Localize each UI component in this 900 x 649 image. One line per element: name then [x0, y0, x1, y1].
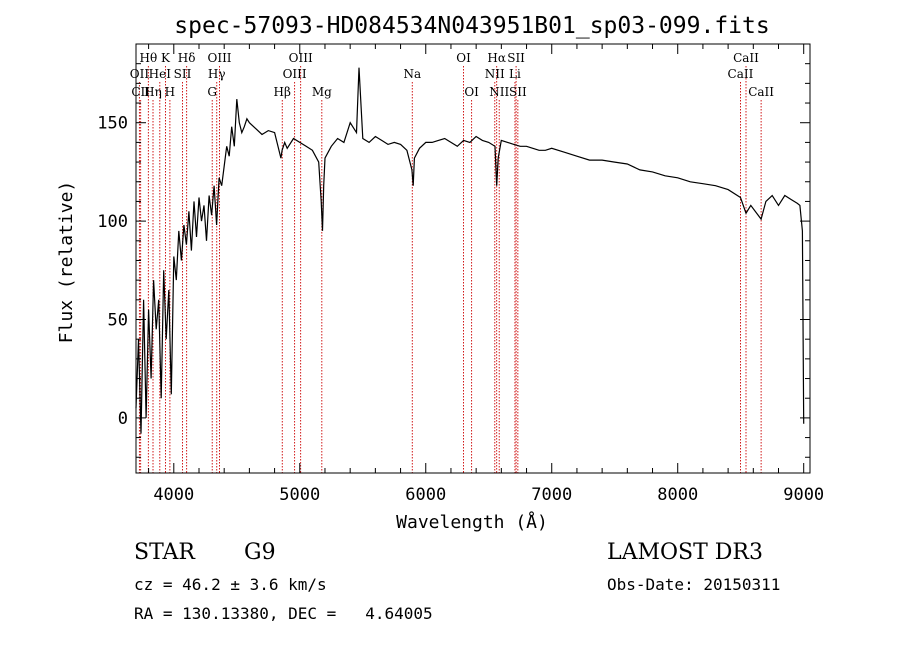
- marker-label-23: Li: [509, 67, 521, 81]
- x-tick-label-4: 8000: [657, 485, 698, 505]
- marker-label-27: CaII: [748, 85, 774, 99]
- marker-label-15: Mg: [312, 85, 332, 99]
- marker-label-11: G: [207, 85, 217, 99]
- y-tick-label-3: 150: [97, 114, 128, 134]
- marker-label-10: Hγ: [208, 67, 226, 81]
- marker-label-9: OIII: [207, 51, 231, 65]
- marker-label-8: SII: [174, 67, 192, 81]
- marker-label-24: SII: [509, 85, 527, 99]
- marker-label-19: Hα: [487, 51, 506, 65]
- coordinates: RA = 130.13380, DEC = 4.64005: [134, 604, 433, 623]
- x-axis-label: Wavelength (Å): [396, 511, 548, 533]
- x-tick-label-1: 5000: [279, 485, 320, 505]
- marker-label-20: NII: [485, 67, 505, 81]
- x-tick-label-3: 7000: [531, 485, 572, 505]
- x-axis-ticks: 4000 5000 6000 7000 8000 9000: [148, 44, 824, 505]
- y-tick-label-1: 50: [108, 311, 128, 331]
- survey-name: LAMOST DR3: [607, 540, 763, 565]
- redshift-readout: cz = 46.2 ± 3.6 km/s: [134, 575, 327, 594]
- marker-label-3: K: [161, 51, 171, 65]
- marker-label-21: NII: [489, 85, 509, 99]
- x-tick-label-0: 4000: [153, 485, 194, 505]
- plot-frame: [135, 43, 811, 474]
- marker-label-13: OIII: [283, 67, 307, 81]
- marker-label-18: OI: [464, 85, 479, 99]
- marker-label-7: Hδ: [178, 51, 196, 65]
- marker-label-25: CaII: [733, 51, 759, 65]
- marker-label-17: OI: [456, 51, 471, 65]
- marker-label-26: CaII: [728, 67, 754, 81]
- chart-title: spec-57093-HD084534N043951B01_sp03-099.f…: [174, 13, 769, 39]
- spectral-line-markers: [138, 66, 762, 473]
- marker-label-14: Hβ: [274, 85, 291, 99]
- y-tick-label-2: 100: [97, 212, 128, 232]
- marker-label-0: Hθ: [139, 51, 157, 65]
- obs-date: Obs-Date: 20150311: [607, 575, 781, 594]
- marker-label-5: Hη: [144, 85, 162, 99]
- marker-label-12: OIII: [289, 51, 313, 65]
- marker-label-1: OII: [130, 67, 150, 81]
- spectrum-line: [135, 67, 805, 434]
- marker-label-6: H: [165, 85, 175, 99]
- marker-label-4: HeI: [149, 67, 172, 81]
- object-subclass: G9: [244, 540, 276, 565]
- x-tick-label-5: 9000: [783, 485, 824, 505]
- y-axis-ticks: 0 50 100 150: [97, 63, 810, 458]
- y-tick-label-0: 0: [118, 409, 128, 429]
- marker-label-16: Na: [403, 67, 421, 81]
- x-tick-label-2: 6000: [405, 485, 446, 505]
- marker-label-22: SII: [507, 51, 525, 65]
- y-axis-label: Flux (relative): [56, 181, 77, 344]
- object-class: STAR: [134, 540, 195, 565]
